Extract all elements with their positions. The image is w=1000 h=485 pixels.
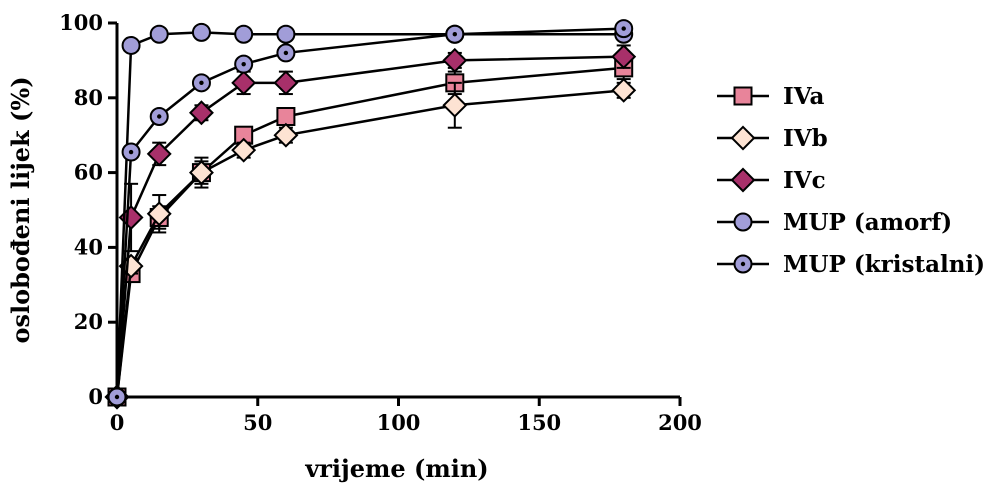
- data-point-center: [199, 80, 204, 86]
- legend-label: IVc: [783, 167, 826, 194]
- legend-item: IVb: [717, 125, 828, 152]
- y-tick-label: 60: [74, 160, 103, 185]
- data-point: [121, 35, 141, 55]
- y-tick-label: 100: [59, 10, 103, 35]
- data-point: [276, 107, 296, 126]
- legend-label: IVa: [783, 83, 824, 110]
- data-point: [442, 92, 468, 118]
- x-tick-label: 0: [110, 410, 125, 435]
- data-point: [191, 22, 211, 42]
- legend-item: MUP (kristalni): [717, 251, 985, 278]
- data-point: [188, 100, 214, 126]
- series-line: [115, 55, 624, 398]
- data-point: [231, 70, 257, 96]
- y-tick-label: 40: [74, 234, 103, 259]
- data-point: [188, 160, 214, 186]
- data-point: [146, 201, 172, 227]
- series-line: [115, 89, 624, 398]
- x-tick-label: 50: [243, 410, 272, 435]
- x-tick-label: 200: [658, 410, 702, 435]
- data-point: [442, 47, 468, 73]
- legend-item: IVa: [717, 83, 824, 110]
- data-point-center: [114, 394, 120, 400]
- data-point: [146, 141, 172, 167]
- legend-label: MUP (kristalni): [783, 251, 985, 278]
- ticks: 0 50 100 150 200 0 20 40 60 80 100: [59, 10, 702, 435]
- plot-area: [104, 19, 637, 410]
- x-tick-label: 150: [517, 410, 561, 435]
- x-axis-title: vrijeme (min): [304, 454, 488, 483]
- data-point-center: [241, 61, 246, 67]
- data-point: [276, 24, 296, 44]
- legend: IVa IVb IVc MUP (amorf) MUP (kristalni): [717, 83, 985, 278]
- y-tick-label: 0: [88, 384, 103, 409]
- legend-marker: [733, 212, 753, 232]
- data-point: [611, 44, 637, 70]
- data-point: [149, 24, 169, 44]
- legend-label: MUP (amorf): [783, 209, 952, 236]
- data-point-center: [128, 149, 134, 155]
- data-point-center: [452, 32, 457, 37]
- legend-item: IVc: [717, 167, 826, 194]
- legend-marker-center: [740, 261, 746, 267]
- legend-marker: [730, 167, 756, 193]
- y-axis-title: oslobođeni lijek (%): [6, 76, 35, 343]
- legend-item: MUP (amorf): [717, 209, 952, 236]
- data-point-center: [621, 26, 626, 31]
- data-point: [273, 122, 299, 148]
- legend-marker: [733, 86, 753, 106]
- series-line: [115, 66, 624, 398]
- data-point: [231, 137, 257, 163]
- series-mup-kristalni: [107, 19, 634, 407]
- data-point-center: [283, 50, 289, 56]
- y-tick-label: 20: [74, 309, 103, 334]
- data-point: [273, 70, 299, 96]
- y-tick-label: 80: [74, 85, 103, 110]
- legend-marker: [730, 125, 756, 151]
- series-iva: [107, 55, 634, 407]
- data-point: [234, 24, 254, 44]
- data-point: [611, 77, 637, 103]
- x-tick-label: 100: [377, 410, 421, 435]
- series-mup-amorf: [107, 22, 634, 407]
- legend-label: IVb: [783, 125, 828, 152]
- data-point-center: [157, 114, 162, 119]
